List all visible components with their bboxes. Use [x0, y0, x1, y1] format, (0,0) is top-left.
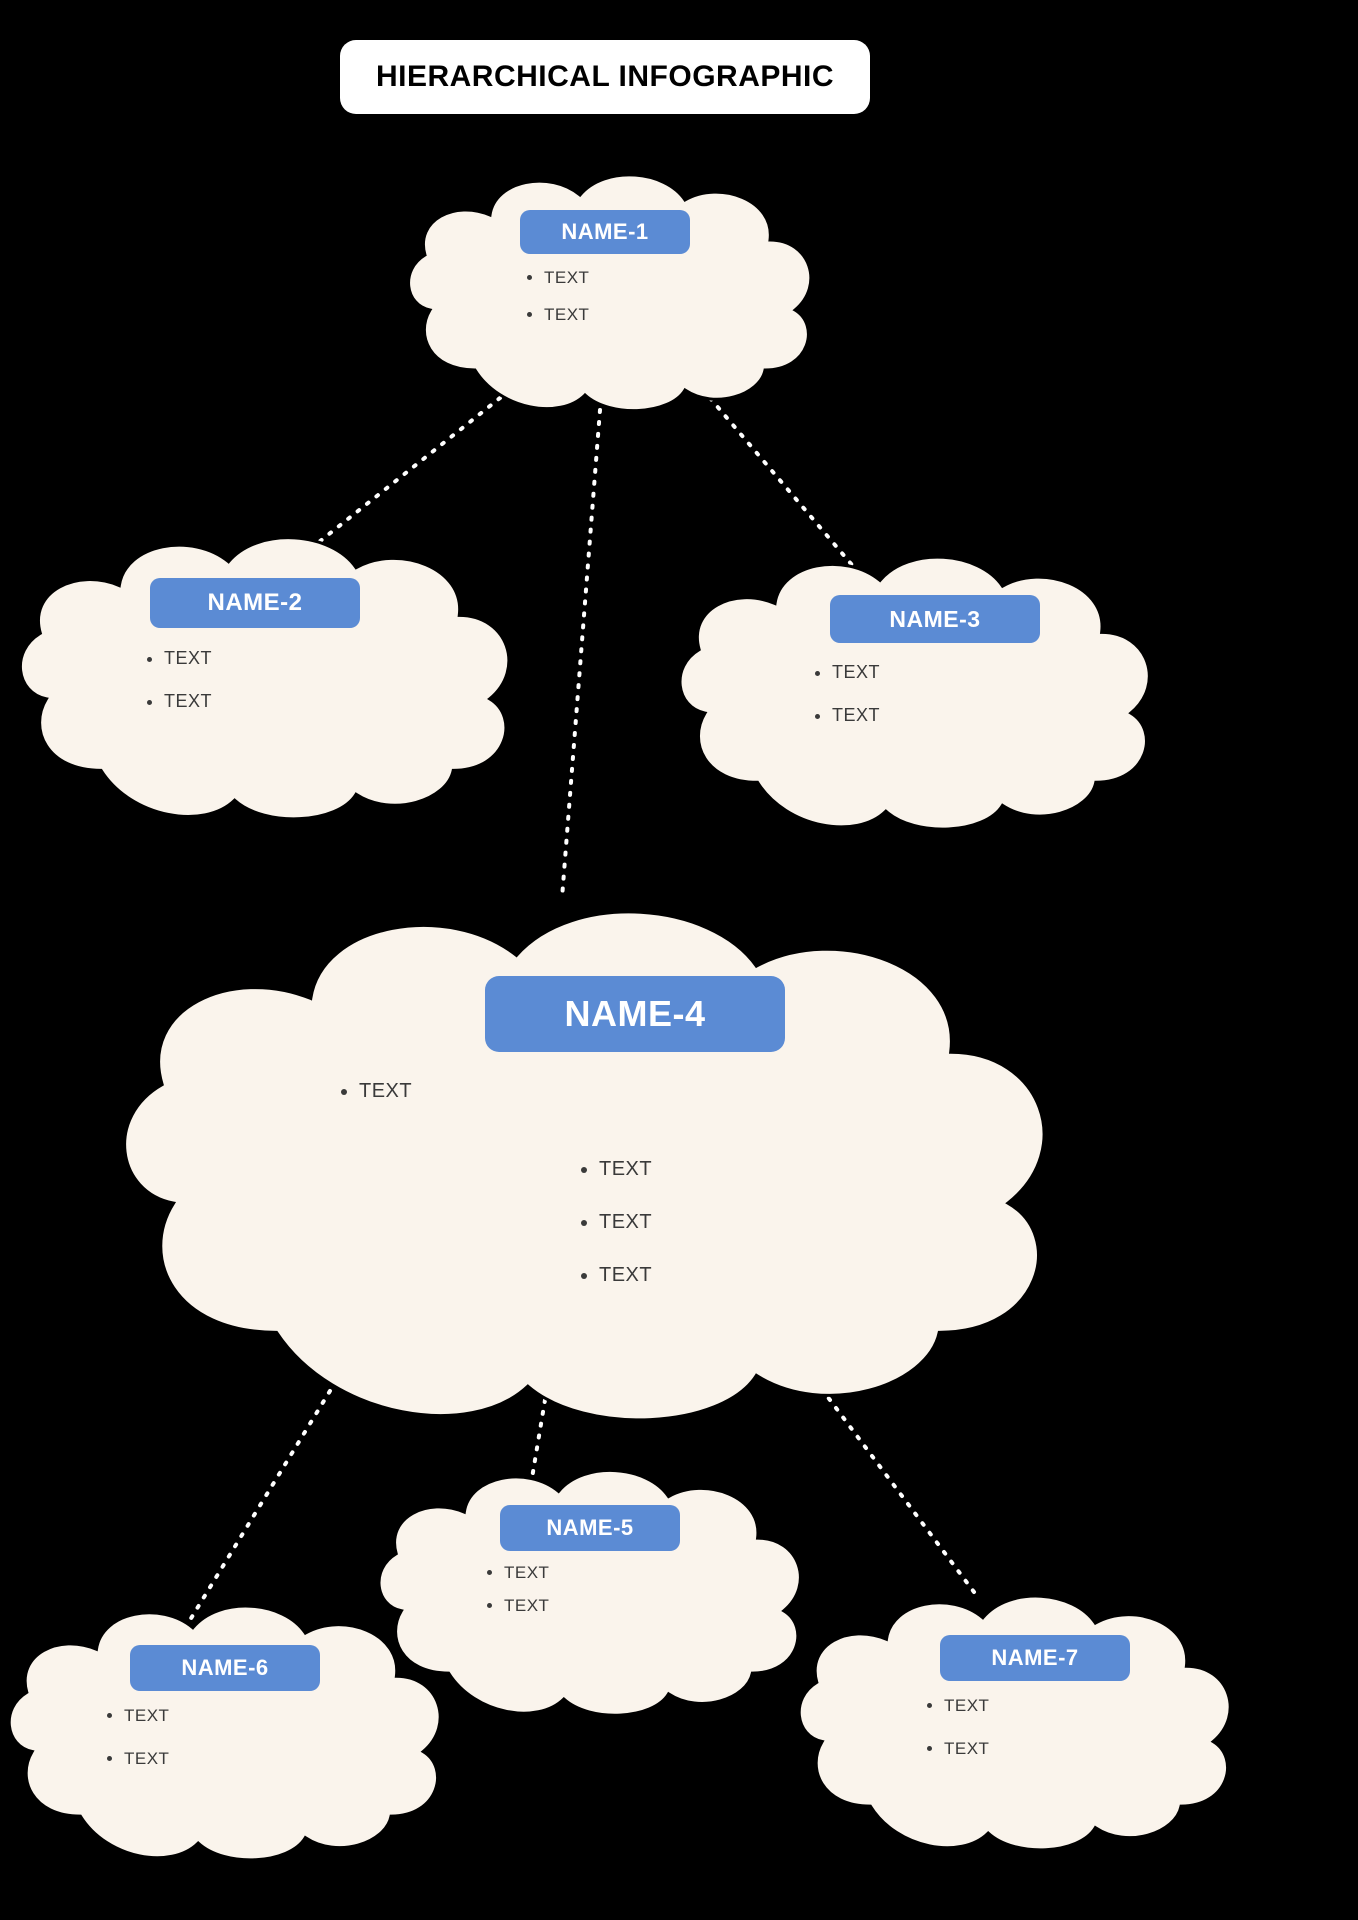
node-label: NAME-5: [500, 1505, 680, 1551]
cloud-node-node4: NAME-4 TEXT TEXT TEXT TEXT: [105, 880, 1065, 1440]
bullet-item: TEXT: [599, 1211, 652, 1234]
cloud-node-node3: NAME-3 TEXT TEXT: [670, 540, 1160, 840]
bullet-item: TEXT: [124, 1706, 169, 1726]
node-bullets: TEXT TEXT: [100, 1706, 169, 1792]
bullet-item: TEXT: [359, 1080, 412, 1103]
bullet-item: TEXT: [544, 305, 589, 325]
node-bullets: TEXT TEXT: [520, 268, 589, 342]
node-label: NAME-6: [130, 1645, 320, 1691]
node-bullets: TEXT TEXT: [480, 1563, 549, 1629]
bullet-item: TEXT: [164, 691, 212, 712]
bullet-item: TEXT: [544, 268, 589, 288]
cloud-node-node7: NAME-7 TEXT TEXT: [790, 1580, 1240, 1860]
bullet-item: TEXT: [504, 1563, 549, 1583]
node-label: NAME-3: [830, 595, 1040, 643]
bullet-item: TEXT: [599, 1264, 652, 1287]
node-bullets-top: TEXT: [335, 1080, 412, 1103]
cloud-shape: [400, 160, 820, 420]
node-bullets: TEXT TEXT: [140, 648, 212, 734]
infographic-canvas: HIERARCHICAL INFOGRAPHIC NAME-1TEXTTEXTN…: [0, 0, 1358, 1920]
bullet-item: TEXT: [164, 648, 212, 669]
bullet-item: TEXT: [124, 1749, 169, 1769]
node-bullets: TEXT TEXT TEXT: [575, 1158, 652, 1317]
cloud-node-node6: NAME-6 TEXT TEXT: [0, 1590, 450, 1870]
cloud-shape: [0, 1590, 450, 1870]
bullet-item: TEXT: [504, 1596, 549, 1616]
node-label: NAME-7: [940, 1635, 1130, 1681]
bullet-item: TEXT: [944, 1739, 989, 1759]
cloud-shape: [10, 520, 520, 830]
node-label: NAME-2: [150, 578, 360, 628]
node-bullets: TEXT TEXT: [808, 662, 880, 748]
bullet-item: TEXT: [832, 662, 880, 683]
cloud-shape: [670, 540, 1160, 840]
node-label: NAME-4: [485, 976, 785, 1052]
bullet-item: TEXT: [944, 1696, 989, 1716]
connector-line: [562, 410, 600, 898]
cloud-node-node1: NAME-1 TEXT TEXT: [400, 160, 820, 420]
cloud-shape: [790, 1580, 1240, 1860]
cloud-node-node2: NAME-2 TEXT TEXT: [10, 520, 520, 830]
node-label: NAME-1: [520, 210, 690, 254]
bullet-item: TEXT: [599, 1158, 652, 1181]
page-title: HIERARCHICAL INFOGRAPHIC: [340, 40, 870, 114]
bullet-item: TEXT: [832, 705, 880, 726]
node-bullets: TEXT TEXT: [920, 1696, 989, 1782]
